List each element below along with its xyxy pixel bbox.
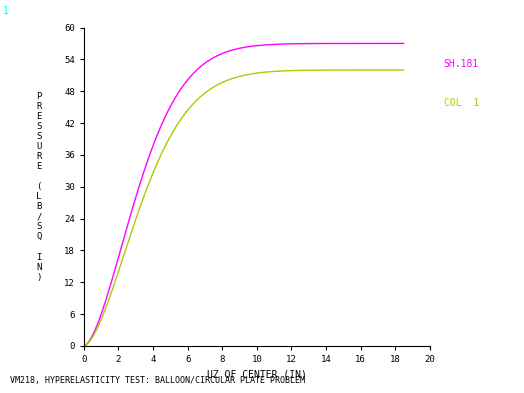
Text: P
R
E
S
S
U
R
E

(
L
B
/
S
Q

I
N
): P R E S S U R E ( L B / S Q I N ) (36, 92, 41, 282)
X-axis label: UZ OF CENTER (IN): UZ OF CENTER (IN) (207, 369, 307, 379)
Text: VM218, HYPERELASTICITY TEST: BALLOON/CIRCULAR PLATE PROBLEM: VM218, HYPERELASTICITY TEST: BALLOON/CIR… (10, 376, 305, 385)
Text: 1: 1 (3, 6, 9, 16)
Text: COL  1: COL 1 (443, 97, 479, 108)
Text: SH.181: SH.181 (443, 59, 479, 69)
